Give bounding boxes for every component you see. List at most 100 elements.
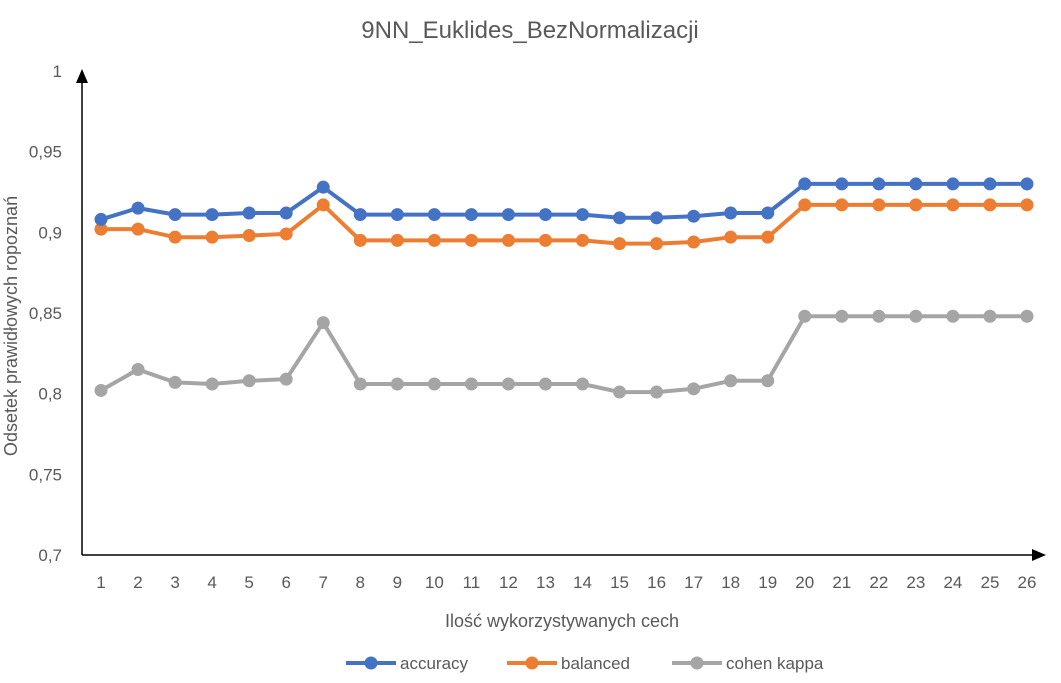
data-point <box>872 177 886 191</box>
y-tick-label: 0,75 <box>29 465 62 484</box>
legend-swatch-marker <box>364 656 378 670</box>
data-point <box>464 233 478 247</box>
data-point <box>316 198 330 212</box>
legend-swatch-marker <box>690 656 704 670</box>
data-point <box>390 233 404 247</box>
x-tick-label: 19 <box>758 573 777 592</box>
data-point <box>538 233 552 247</box>
y-axis-arrow <box>76 69 88 83</box>
data-point <box>538 208 552 222</box>
data-point <box>501 233 515 247</box>
data-point <box>724 230 738 244</box>
legend-item: accuracy <box>346 654 469 673</box>
data-point <box>687 382 701 396</box>
legend-swatch-marker <box>525 656 539 670</box>
data-point <box>205 230 219 244</box>
data-point <box>650 211 664 225</box>
data-point <box>613 237 627 251</box>
data-point <box>242 206 256 220</box>
x-tick-label: 21 <box>832 573 851 592</box>
data-point <box>316 180 330 194</box>
data-point <box>724 374 738 388</box>
data-point <box>761 206 775 220</box>
x-tick-label: 20 <box>795 573 814 592</box>
data-point <box>835 309 849 323</box>
data-point <box>94 383 108 397</box>
data-point <box>427 377 441 391</box>
x-axis-ticks: 1 2 3 4 5 6 7 8 9 10 11 12 13 14 15 16 17 18 19 20 21 22 23 24 2… <box>96 573 1036 592</box>
x-tick-label: 5 <box>244 573 253 592</box>
data-point <box>390 208 404 222</box>
data-point <box>353 233 367 247</box>
data-point <box>427 208 441 222</box>
data-point <box>946 177 960 191</box>
x-tick-label: 14 <box>573 573 592 592</box>
y-tick-label: 0,95 <box>29 143 62 162</box>
data-point <box>946 309 960 323</box>
data-point <box>872 309 886 323</box>
data-point <box>687 209 701 223</box>
x-tick-label: 11 <box>463 573 481 592</box>
data-point <box>168 375 182 389</box>
legend-item: cohen kappa <box>672 654 824 673</box>
x-tick-label: 22 <box>869 573 888 592</box>
data-point <box>983 177 997 191</box>
data-point <box>94 212 108 226</box>
data-point <box>1020 309 1034 323</box>
x-tick-label: 4 <box>207 573 216 592</box>
data-point <box>761 230 775 244</box>
data-point <box>761 374 775 388</box>
legend-label: cohen kappa <box>726 654 824 673</box>
data-point <box>242 229 256 243</box>
y-tick-label: 0,8 <box>38 385 62 404</box>
x-tick-label: 2 <box>133 573 142 592</box>
data-point <box>613 385 627 399</box>
data-point <box>316 316 330 330</box>
x-tick-label: 24 <box>943 573 962 592</box>
data-point <box>205 377 219 391</box>
data-point <box>353 208 367 222</box>
x-tick-label: 16 <box>647 573 666 592</box>
y-axis-ticks: 0,7 0,75 0,8 0,85 0,9 0,95 1 <box>29 62 62 565</box>
data-point <box>576 233 590 247</box>
x-tick-label: 1 <box>96 573 105 592</box>
data-point <box>576 377 590 391</box>
data-point <box>909 177 923 191</box>
y-tick-label: 0,85 <box>29 304 62 323</box>
legend-label: accuracy <box>400 654 469 673</box>
legend-item: balanced <box>507 654 630 673</box>
x-tick-label: 17 <box>684 573 703 592</box>
series-line <box>101 202 1027 246</box>
data-point <box>501 377 515 391</box>
series-line <box>100 314 1027 395</box>
data-point <box>909 198 923 212</box>
data-point <box>353 377 367 391</box>
data-point <box>131 362 145 376</box>
data-point <box>279 372 293 386</box>
data-point <box>279 206 293 220</box>
y-tick-label: 1 <box>53 62 62 81</box>
x-tick-label: 10 <box>425 573 444 592</box>
x-tick-label: 6 <box>281 573 290 592</box>
x-tick-label: 26 <box>1018 573 1037 592</box>
data-point <box>650 237 664 251</box>
data-point <box>946 198 960 212</box>
data-point <box>835 198 849 212</box>
data-point <box>798 198 812 212</box>
data-point <box>576 208 590 222</box>
data-point <box>798 177 812 191</box>
x-tick-label: 18 <box>721 573 740 592</box>
data-point <box>872 198 886 212</box>
x-axis-arrow <box>1032 549 1046 561</box>
data-point <box>650 385 664 399</box>
x-tick-label: 3 <box>170 573 179 592</box>
x-axis-label: Ilość wykorzystywanych cech <box>445 611 679 631</box>
x-tick-label: 9 <box>393 573 402 592</box>
data-point <box>983 198 997 212</box>
x-tick-label: 13 <box>536 573 555 592</box>
x-tick-label: 12 <box>499 573 518 592</box>
series-balanced <box>94 198 1034 251</box>
data-point <box>390 377 404 391</box>
